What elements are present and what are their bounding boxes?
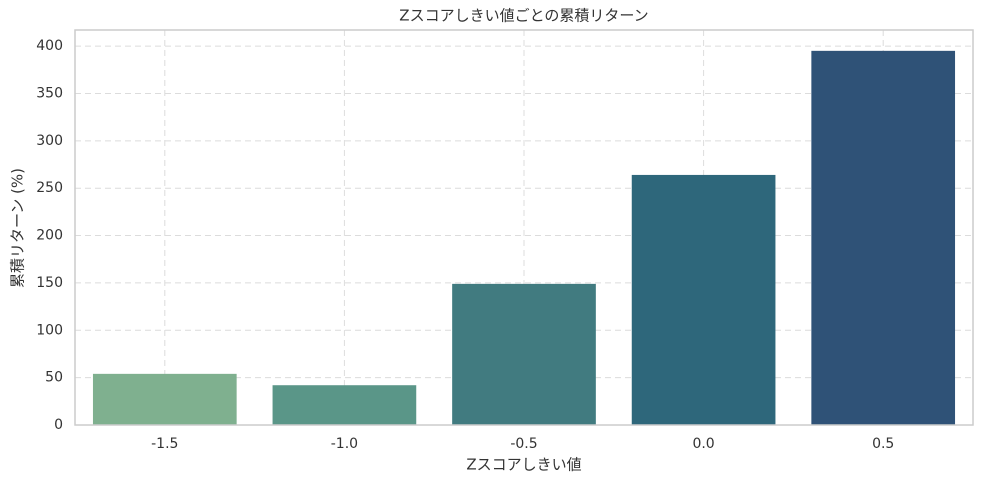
- y-tick-label: 300: [36, 133, 63, 149]
- chart-title: Zスコアしきい値ごとの累積リターン: [399, 7, 648, 25]
- y-tick-label: 100: [36, 322, 63, 338]
- y-tick-label: 400: [36, 38, 63, 54]
- bar: [452, 283, 596, 425]
- x-tick-label: 0.5: [872, 436, 894, 452]
- y-tick-label: 0: [54, 417, 63, 433]
- y-tick-label: 250: [36, 180, 63, 196]
- bar: [272, 385, 417, 425]
- y-tick-label: 200: [36, 228, 63, 244]
- x-tick-label: 0.0: [692, 436, 714, 452]
- bar: [811, 50, 956, 426]
- x-tick-label: -1.0: [331, 436, 358, 452]
- y-tick-label: 50: [45, 370, 63, 386]
- y-tick-label: 350: [36, 85, 63, 101]
- bar: [631, 174, 776, 425]
- y-tick-label: 150: [36, 275, 63, 291]
- x-tick-label: -0.5: [510, 436, 537, 452]
- x-tick-label: -1.5: [151, 436, 178, 452]
- bar: [92, 373, 237, 425]
- y-axis-label: 累積リターン (%): [9, 168, 27, 288]
- plot-frame: [74, 29, 974, 426]
- x-axis-label: Zスコアしきい値: [466, 456, 581, 474]
